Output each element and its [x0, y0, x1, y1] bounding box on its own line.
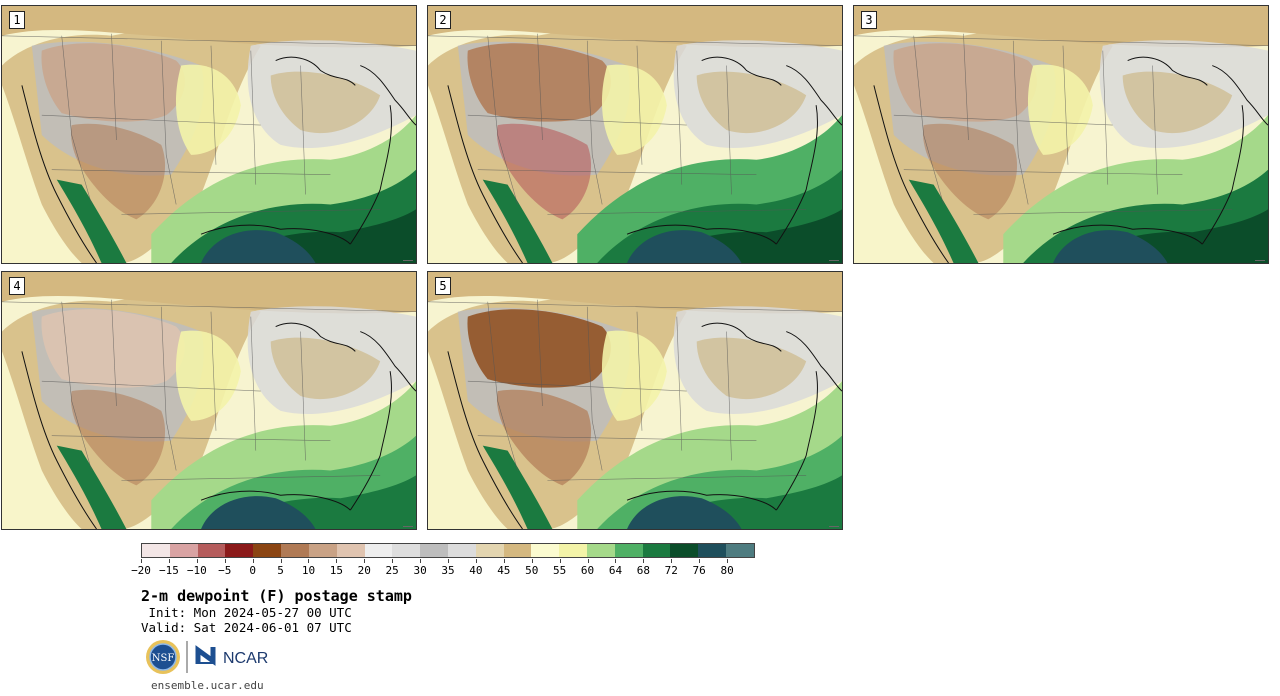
colorbar-tick-mark	[168, 559, 170, 563]
colorbar-tick-label: 72	[664, 564, 678, 577]
member-number-label: 1	[9, 11, 25, 29]
dewpoint-map	[854, 6, 1268, 263]
colorbar-swatch-20	[698, 544, 727, 557]
scale-mark	[829, 260, 839, 261]
logo-area: NSF NCAR	[145, 639, 285, 675]
colorbar-swatch-5	[281, 544, 309, 557]
colorbar-tick-mark	[559, 559, 561, 563]
colorbar-swatch-6	[308, 544, 337, 557]
member-number-label: 3	[861, 11, 877, 29]
colorbar-swatch-17	[614, 544, 643, 557]
product-title: 2-m dewpoint (F) postage stamp	[141, 587, 412, 605]
colorbar-tick-mark	[671, 559, 673, 563]
colorbar-swatch-11	[447, 544, 476, 557]
colorbar-swatch-3	[225, 544, 254, 557]
dewpoint-map	[2, 6, 416, 263]
colorbar-tick-mark	[141, 559, 142, 563]
colorbar-tick-mark	[196, 559, 198, 563]
colorbar-tick-mark	[643, 559, 645, 563]
colorbar-tick-label: 30	[413, 564, 427, 577]
colorbar-tick-label: 60	[580, 564, 595, 577]
colorbar-tick-label: 68	[636, 564, 650, 577]
ensemble-member-map-5: 5	[427, 271, 843, 530]
colorbar-tick-label: −5	[218, 564, 232, 577]
colorbar-swatch-4	[253, 544, 282, 557]
colorbar-tick-mark	[587, 559, 589, 563]
colorbar-swatch-2	[197, 544, 226, 557]
colorbar-tick-mark	[699, 559, 701, 563]
colorbar-tick-mark	[503, 559, 505, 563]
colorbar-tick-mark	[615, 559, 617, 563]
colorbar-tick-label: 55	[553, 564, 567, 577]
colorbar-swatch-0	[142, 544, 170, 557]
colorbar-tick-mark	[336, 559, 338, 563]
dewpoint-map	[428, 272, 842, 529]
colorbar-swatch-18	[642, 544, 671, 557]
ncar-logo-text: NCAR	[223, 650, 268, 667]
colorbar-tick-label: 40	[469, 564, 483, 577]
colorbar-tick-label: 5	[277, 564, 284, 577]
colorbar	[141, 543, 755, 558]
ensemble-member-map-4: 4	[1, 271, 417, 530]
nsf-logo: NSF	[146, 640, 180, 674]
colorbar-swatch-14	[531, 544, 560, 557]
scale-mark	[403, 526, 413, 527]
colorbar-tick-label: 25	[385, 564, 399, 577]
colorbar-swatch-1	[169, 544, 198, 557]
colorbar-tick-mark	[420, 559, 422, 563]
colorbar-tick-label: −15	[158, 564, 179, 577]
dewpoint-map	[2, 272, 416, 529]
colorbar-tick-label: 35	[441, 564, 455, 577]
colorbar-swatch-19	[670, 544, 699, 557]
colorbar-swatch-7	[336, 544, 365, 557]
scale-mark	[829, 526, 839, 527]
colorbar-swatch-15	[559, 544, 587, 557]
colorbar-tick-label: 15	[329, 564, 343, 577]
scale-mark	[1255, 260, 1265, 261]
scale-mark	[403, 260, 413, 261]
colorbar-tick-mark	[252, 559, 254, 563]
ensemble-member-map-2: 2	[427, 5, 843, 264]
colorbar-tick-label: 64	[608, 564, 623, 577]
colorbar-tick-label: 76	[692, 564, 706, 577]
colorbar-swatch-10	[420, 544, 448, 557]
dewpoint-map	[428, 6, 842, 263]
colorbar-swatch-13	[503, 544, 532, 557]
colorbar-swatch-16	[587, 544, 615, 557]
colorbar-tick-mark	[364, 559, 366, 563]
ncar-logo: NCAR	[195, 645, 268, 667]
colorbar-tick-mark	[392, 559, 394, 563]
init-time: Init: Mon 2024-05-27 00 UTC	[141, 605, 352, 620]
colorbar-swatch-9	[392, 544, 421, 557]
member-number-label: 5	[435, 277, 451, 295]
colorbar-tick-mark	[475, 559, 477, 563]
nsf-ncar-logos: NSF NCAR	[146, 640, 268, 674]
colorbar-tick-label: 10	[301, 564, 316, 577]
colorbar-tick-label: 0	[249, 564, 256, 577]
colorbar-tick-mark	[308, 559, 310, 563]
colorbar-swatch-8	[364, 544, 393, 557]
member-number-label: 4	[9, 277, 25, 295]
colorbar-tick-mark	[448, 559, 449, 563]
valid-time: Valid: Sat 2024-06-01 07 UTC	[141, 620, 352, 635]
colorbar-swatch-12	[475, 544, 504, 557]
nsf-logo-text: NSF	[152, 653, 175, 664]
colorbar-tick-label: 20	[357, 564, 371, 577]
footer-url: ensemble.ucar.edu	[151, 679, 264, 692]
colorbar-tick-mark	[224, 559, 226, 563]
ensemble-member-map-3: 3	[853, 5, 1269, 264]
colorbar-tick-label: −20	[131, 564, 151, 577]
colorbar-swatch-21	[726, 544, 754, 557]
colorbar-ticks: −20 −15 −10 −5 0 5 10 15 20 25 30 35 40 45 50 55 60 64 68 7…	[131, 559, 755, 579]
colorbar-tick-mark	[280, 559, 282, 563]
colorbar-tick-label: 45	[497, 564, 511, 577]
ensemble-member-map-1: 1	[1, 5, 417, 264]
colorbar-tick-label: −10	[186, 564, 207, 577]
colorbar-tick-mark	[531, 559, 533, 563]
member-number-label: 2	[435, 11, 451, 29]
colorbar-tick-mark	[727, 559, 729, 563]
colorbar-tick-label: 80	[720, 564, 734, 577]
colorbar-tick-label: 50	[525, 564, 539, 577]
